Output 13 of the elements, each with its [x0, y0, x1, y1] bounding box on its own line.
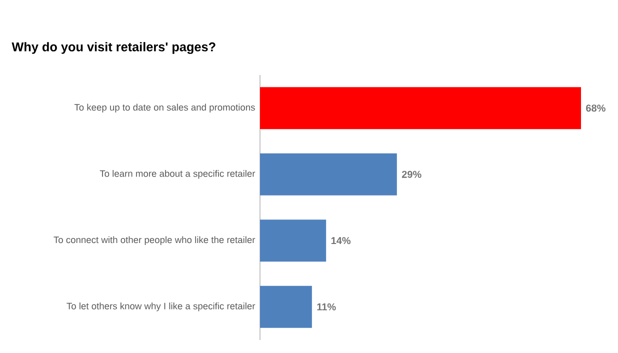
- text: Why do you visit retailers' pages?: [12, 42, 216, 54]
- data-label: 11%: [317, 303, 336, 310]
- bar: [260, 220, 326, 262]
- data-label: 14%: [331, 237, 351, 244]
- y-tick-label: To let others know why I like a specific retailer: [66, 302, 256, 312]
- y-tick-label: To learn more about a specific retailer: [100, 170, 256, 179]
- y-tick-label: To connect with other people who like the retailer: [54, 236, 256, 245]
- bar: [260, 286, 312, 328]
- data-label: 68%: [586, 104, 606, 112]
- y-tick-label: To keep up to date on sales and promotions: [74, 104, 255, 112]
- bar: [260, 87, 581, 130]
- data-label: 29%: [402, 170, 422, 178]
- bar: [260, 153, 397, 196]
